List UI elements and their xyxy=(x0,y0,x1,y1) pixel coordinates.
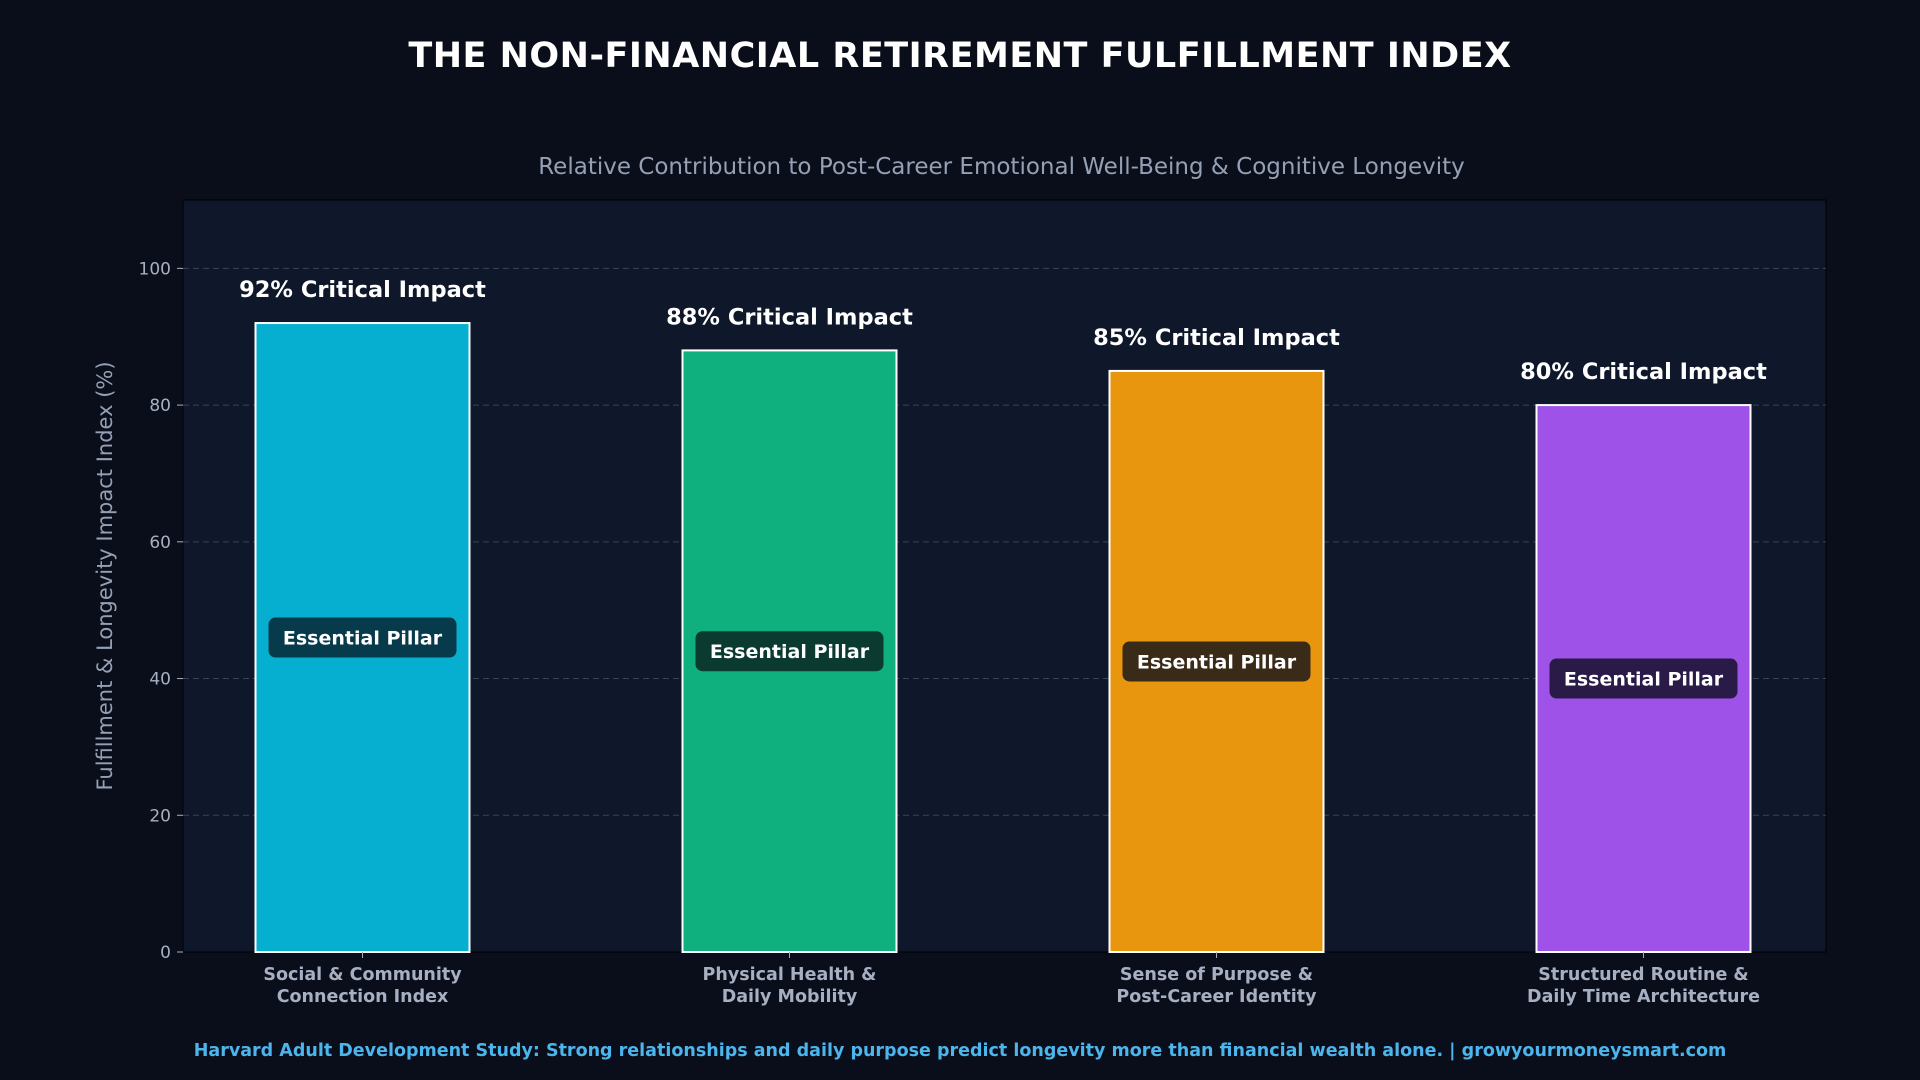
y-tick-label: 80 xyxy=(149,396,171,416)
y-axis-label: Fulfillment & Longevity Impact Index (%) xyxy=(93,361,117,790)
y-tick-label: 100 xyxy=(139,259,171,279)
x-tick-label: Physical Health & xyxy=(703,965,877,985)
pillar-badge xyxy=(695,631,884,672)
footer-note: Harvard Adult Development Study: Strong … xyxy=(193,1041,1727,1061)
y-tick-label: 40 xyxy=(149,670,171,690)
y-tick-label: 0 xyxy=(160,943,171,963)
x-tick-label: Social & Community xyxy=(263,965,462,985)
chart-title: THE NON-FINANCIAL RETIREMENT FULFILLMENT… xyxy=(408,36,1512,76)
bars: 92% Critical Impact Essential Pillar 88% C… xyxy=(239,277,1767,954)
pillar-badge-label: Essential Pillar xyxy=(1564,669,1724,691)
pillar-badge xyxy=(268,617,457,658)
data-label: 88% Critical Impact xyxy=(666,304,913,330)
y-tick-label: 20 xyxy=(149,806,171,826)
pillar-badge xyxy=(1122,641,1311,682)
pillar-badge-label: Essential Pillar xyxy=(1137,651,1297,673)
pillar-badge xyxy=(1549,658,1738,699)
pillar-badge-label: Essential Pillar xyxy=(710,641,870,663)
x-tick-label: Sense of Purpose & xyxy=(1120,965,1313,985)
y-tick-label: 60 xyxy=(149,533,171,553)
x-tick-label: Structured Routine & xyxy=(1538,965,1748,985)
data-label: 80% Critical Impact xyxy=(1520,359,1767,385)
data-label: 85% Critical Impact xyxy=(1093,325,1340,351)
x-tick-label: Post-Career Identity xyxy=(1116,987,1317,1007)
x-tick-label: Daily Mobility xyxy=(722,987,858,1007)
x-tick-label: Connection Index xyxy=(277,987,449,1007)
pillar-badge-label: Essential Pillar xyxy=(283,628,443,650)
x-tick-label: Daily Time Architecture xyxy=(1527,987,1760,1007)
data-label: 92% Critical Impact xyxy=(239,277,486,303)
chart-subtitle: Relative Contribution to Post-Career Emo… xyxy=(538,154,1465,180)
y-axis-ticks: 0 20 40 60 80 100 xyxy=(139,259,183,963)
